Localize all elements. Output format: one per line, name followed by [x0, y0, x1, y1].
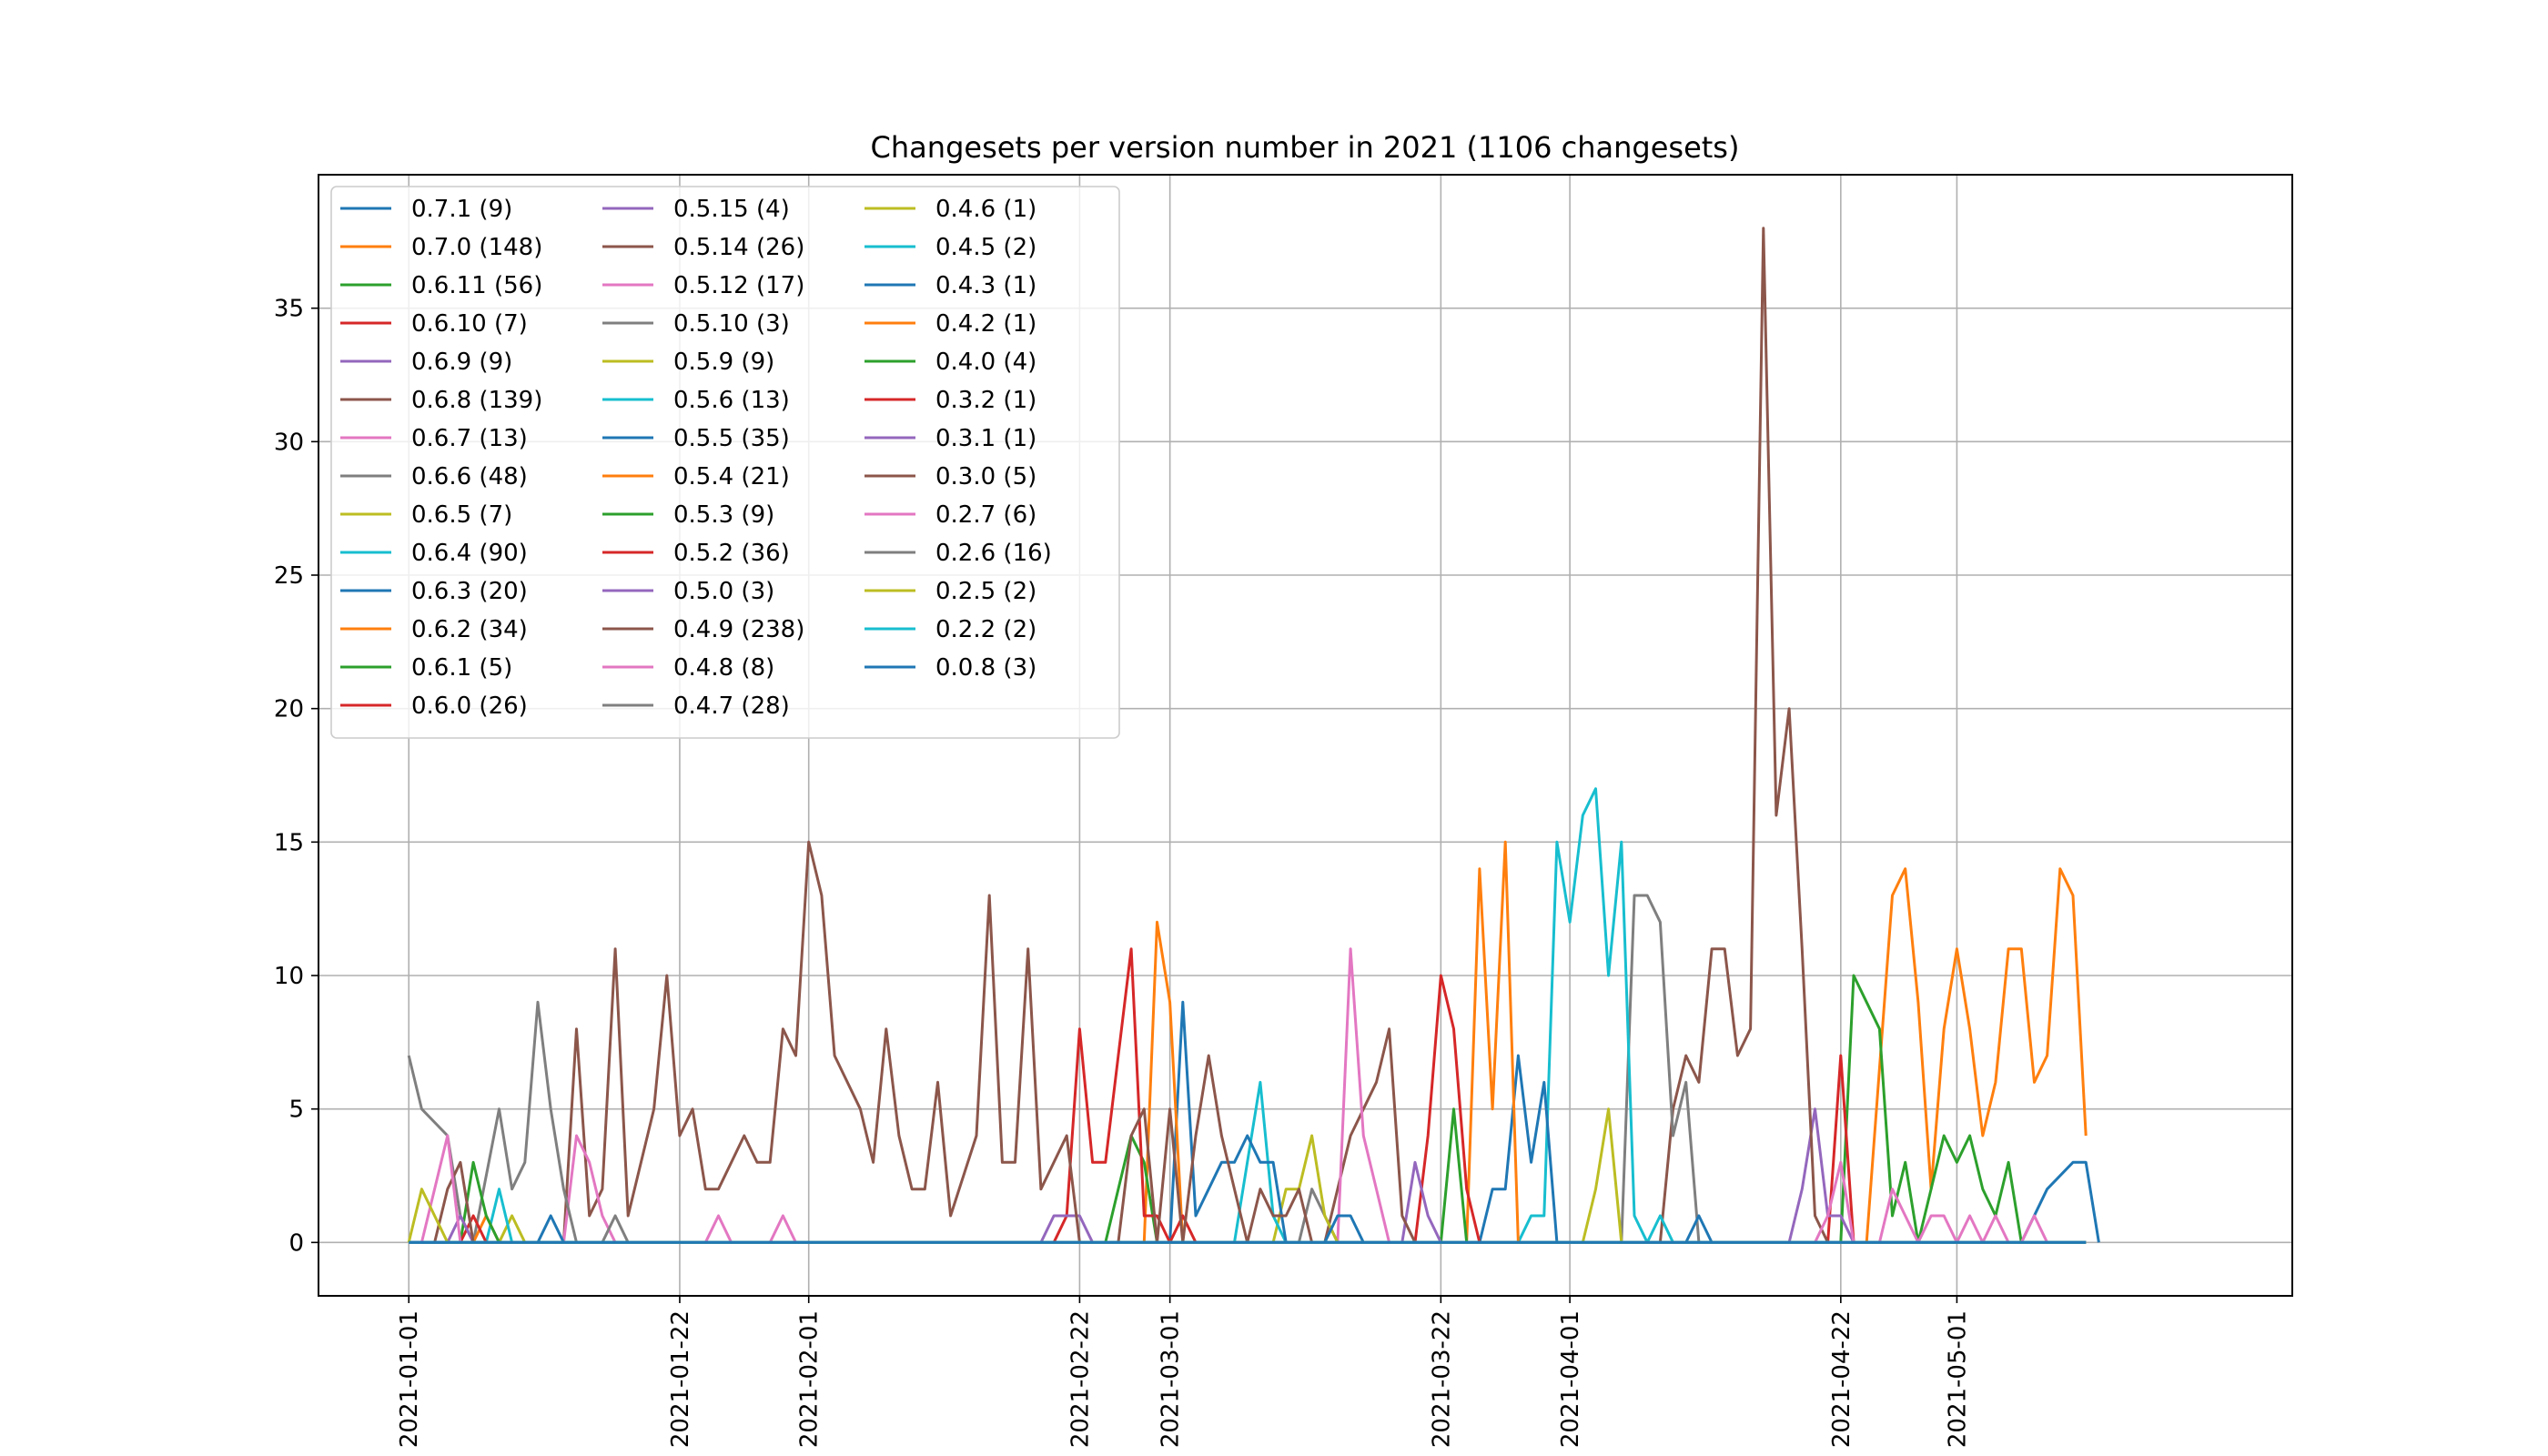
- legend-label: 0.5.2 (36): [673, 540, 790, 567]
- legend-label: 0.7.0 (148): [411, 234, 542, 261]
- legend-label: 0.3.1 (1): [935, 425, 1036, 452]
- series-line: [409, 787, 2087, 1244]
- legend-label: 0.6.5 (7): [411, 501, 512, 529]
- legend-label: 0.6.7 (13): [411, 425, 528, 452]
- legend-label: 0.5.0 (3): [673, 578, 774, 605]
- x-tick-label: 2021-04-01: [1557, 1310, 1584, 1448]
- series-line: [409, 894, 2087, 1244]
- legend-label: 0.6.9 (9): [411, 349, 512, 376]
- legend-label: 0.4.3 (1): [935, 272, 1036, 299]
- legend-label: 0.7.1 (9): [411, 196, 512, 223]
- y-tick-label: 0: [288, 1229, 304, 1257]
- y-tick-label: 5: [288, 1097, 304, 1124]
- legend-label: 0.2.5 (2): [935, 578, 1036, 605]
- y-tick-label: 10: [274, 963, 304, 990]
- legend-label: 0.5.14 (26): [673, 234, 804, 261]
- legend-label: 0.6.1 (5): [411, 654, 512, 682]
- legend-label: 0.6.8 (139): [411, 387, 542, 414]
- x-tick-label: 2021-03-01: [1158, 1310, 1185, 1448]
- legend-label: 0.5.12 (17): [673, 272, 804, 299]
- legend-label: 0.5.15 (4): [673, 196, 790, 223]
- series-line: [409, 974, 2087, 1244]
- legend-label: 0.4.6 (1): [935, 196, 1036, 223]
- series-lines: [407, 227, 2100, 1244]
- legend-label: 0.3.2 (1): [935, 387, 1036, 414]
- y-tick-label: 30: [274, 429, 304, 456]
- legend-label: 0.5.10 (3): [673, 310, 790, 338]
- legend-label: 0.6.0 (26): [411, 693, 528, 720]
- legend-label: 0.6.3 (20): [411, 578, 528, 605]
- chart-title: Changesets per version number in 2021 (1…: [871, 130, 1740, 165]
- legend-label: 0.2.6 (16): [935, 540, 1052, 567]
- y-tick-label: 20: [274, 696, 304, 723]
- series-line: [409, 1134, 2087, 1244]
- legend-label: 0.4.7 (28): [673, 693, 790, 720]
- legend-label: 0.5.4 (21): [673, 463, 790, 490]
- x-tick-label: 2021-02-01: [796, 1310, 824, 1448]
- legend-label: 0.6.11 (56): [411, 272, 542, 299]
- series-line: [409, 1054, 2087, 1244]
- legend-label: 0.5.5 (35): [673, 425, 790, 452]
- axis-ticks: 0 5 10 15 20 25 30 35 2021-01-01 2021-01-22 2021-0…: [274, 296, 1972, 1448]
- y-tick-label: 35: [274, 296, 304, 323]
- x-tick-label: 2021-03-22: [1428, 1310, 1455, 1448]
- legend-label: 0.6.4 (90): [411, 540, 528, 567]
- legend-label: 0.5.9 (9): [673, 349, 774, 376]
- legend-label: 0.3.0 (5): [935, 463, 1036, 490]
- legend-label: 0.4.5 (2): [935, 234, 1036, 261]
- x-tick-label: 2021-02-22: [1067, 1310, 1094, 1448]
- series-line: [409, 867, 2088, 1244]
- legend-label: 0.4.0 (4): [935, 349, 1036, 376]
- legend-box: [330, 186, 1120, 739]
- legend-label: 0.4.8 (8): [673, 654, 774, 682]
- legend-label: 0.4.9 (238): [673, 616, 804, 643]
- y-tick-label: 25: [274, 562, 304, 590]
- x-tick-label: 2021-04-22: [1828, 1310, 1855, 1448]
- legend-label: 0.5.3 (9): [673, 501, 774, 529]
- legend-label: 0.4.2 (1): [935, 310, 1036, 338]
- plot-frame: [318, 174, 2293, 1297]
- legend-label: 0.6.6 (48): [411, 463, 528, 490]
- x-tick-label: 2021-05-01: [1944, 1310, 1971, 1448]
- series-line: [409, 1027, 2087, 1244]
- y-tick-label: 15: [274, 829, 304, 856]
- legend-label: 0.5.6 (13): [673, 387, 790, 414]
- series-line: [409, 1000, 2087, 1244]
- series-line: [409, 227, 2087, 1244]
- legend-label: 0.6.10 (7): [411, 310, 528, 338]
- legend-label: 0.2.2 (2): [935, 616, 1036, 643]
- legend-label: 0.6.2 (34): [411, 616, 528, 643]
- x-tick-label: 2021-01-01: [396, 1310, 423, 1448]
- legend-label: 0.0.8 (3): [935, 654, 1036, 682]
- series-line: [409, 840, 2087, 1244]
- x-tick-label: 2021-01-22: [667, 1310, 694, 1448]
- legend-label: 0.2.7 (6): [935, 501, 1036, 529]
- series-line: [409, 1107, 2087, 1244]
- legend: 0.7.1 (9) 0.7.0 (148) 0.6.11 (56) 0.6.10 (7…: [330, 186, 1120, 739]
- series-line: [409, 974, 2087, 1244]
